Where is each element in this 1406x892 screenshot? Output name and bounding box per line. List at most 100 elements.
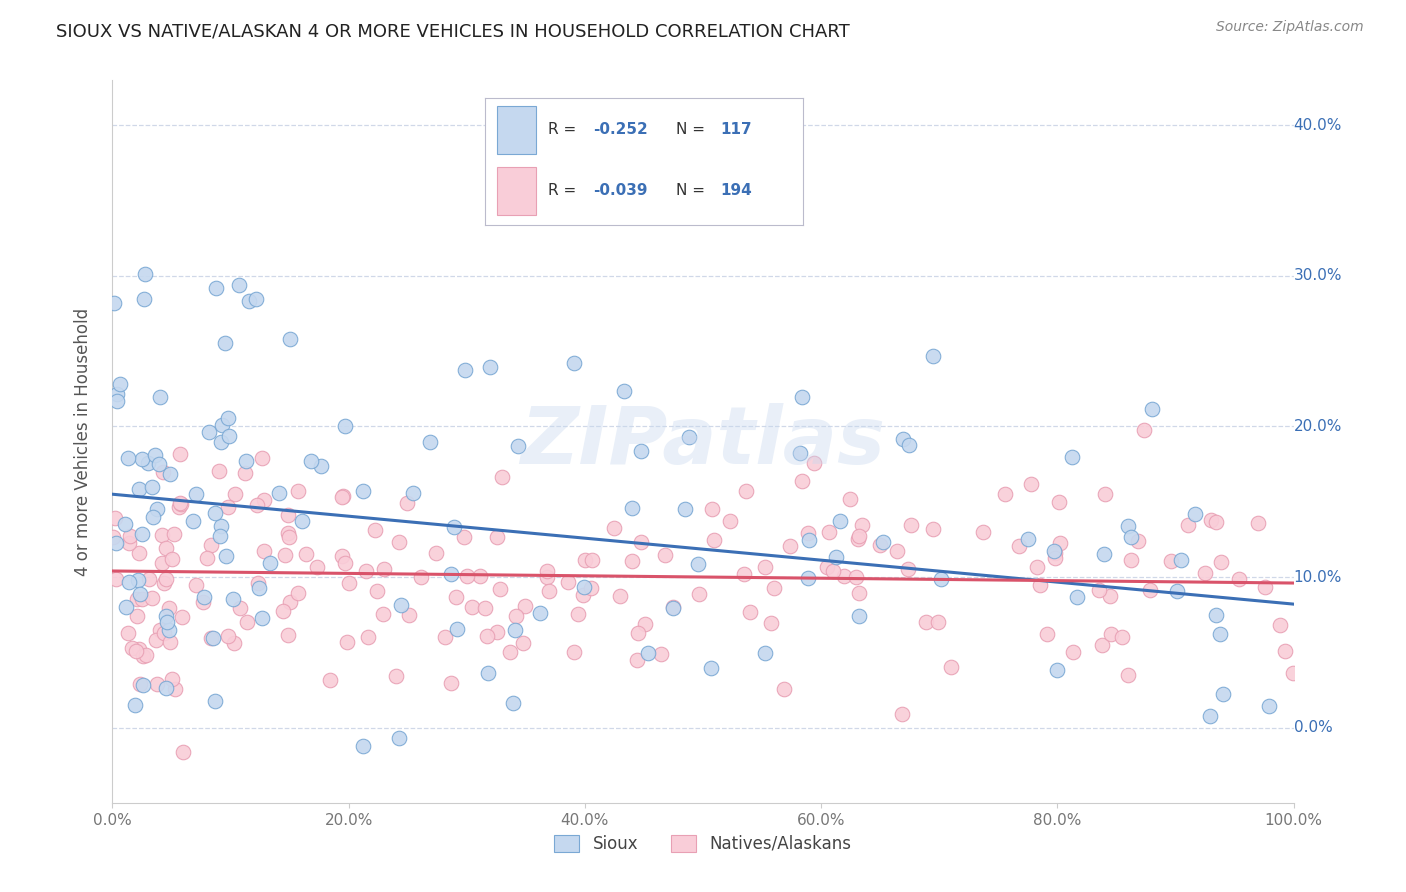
Point — [897, 562, 920, 576]
Point — [557, 575, 579, 590]
Point — [330, 549, 353, 563]
Point — [1116, 668, 1139, 682]
Point — [337, 575, 360, 590]
Point — [738, 605, 761, 619]
Point — [818, 525, 841, 540]
Point — [891, 432, 914, 446]
Point — [121, 641, 143, 656]
Point — [537, 584, 560, 599]
Point — [419, 434, 441, 449]
Point — [214, 336, 236, 351]
Point — [1205, 607, 1227, 622]
Point — [972, 524, 994, 539]
Point — [637, 646, 659, 660]
Point — [686, 557, 709, 571]
Point — [733, 567, 755, 582]
Point — [209, 529, 232, 543]
Point — [153, 575, 176, 590]
Point — [157, 623, 180, 637]
Point — [396, 496, 419, 510]
Point — [246, 576, 269, 591]
Text: 40.0%: 40.0% — [1294, 118, 1341, 133]
Point — [890, 707, 912, 722]
Point — [434, 631, 457, 645]
Point — [621, 501, 644, 516]
Point — [754, 647, 776, 661]
Point — [141, 591, 163, 605]
Point — [135, 648, 157, 662]
Point — [851, 517, 873, 532]
Point — [259, 557, 281, 571]
Point — [489, 582, 512, 596]
Point — [1201, 513, 1223, 527]
Point — [579, 582, 602, 596]
Point — [486, 530, 509, 544]
Point — [114, 516, 136, 531]
Point — [274, 548, 297, 562]
Point — [1133, 423, 1156, 437]
Point — [1049, 536, 1071, 550]
Point — [159, 467, 181, 481]
Point — [529, 606, 551, 620]
Point — [222, 636, 245, 650]
Point — [388, 731, 411, 745]
Point — [131, 592, 153, 607]
Point — [128, 642, 150, 657]
Point — [1046, 663, 1069, 677]
Point — [1119, 553, 1142, 567]
Point — [536, 570, 558, 584]
Point — [373, 562, 395, 576]
Point — [1208, 627, 1230, 641]
Point — [718, 514, 741, 528]
Point — [301, 454, 323, 468]
Point — [330, 490, 353, 504]
Point — [491, 470, 513, 484]
Point — [512, 636, 534, 650]
Point — [352, 739, 374, 753]
Point — [626, 626, 648, 640]
Point — [789, 445, 811, 459]
Point — [1170, 552, 1192, 566]
Point — [252, 611, 274, 625]
Point — [278, 595, 301, 609]
Point — [574, 580, 596, 594]
Point — [1026, 559, 1049, 574]
Point — [1142, 402, 1164, 417]
Point — [630, 535, 652, 549]
Point — [654, 548, 676, 562]
Point — [129, 587, 152, 601]
Point — [149, 623, 172, 637]
Point — [630, 443, 652, 458]
Point — [218, 429, 240, 443]
Point — [163, 527, 186, 541]
Point — [411, 570, 433, 584]
Point — [846, 532, 869, 546]
Point — [118, 529, 141, 543]
Point — [209, 435, 232, 450]
Point — [1121, 530, 1143, 544]
Point — [366, 583, 388, 598]
Point — [1194, 566, 1216, 581]
Point — [830, 514, 852, 528]
Point — [1227, 572, 1250, 586]
Point — [295, 547, 318, 561]
Point — [309, 459, 332, 474]
Point — [929, 573, 952, 587]
Point — [129, 677, 152, 691]
Point — [228, 277, 250, 292]
Point — [1035, 627, 1057, 641]
Point — [486, 624, 509, 639]
Text: SIOUX VS NATIVE/ALASKAN 4 OR MORE VEHICLES IN HOUSEHOLD CORRELATION CHART: SIOUX VS NATIVE/ALASKAN 4 OR MORE VEHICL… — [56, 22, 851, 40]
Text: 10.0%: 10.0% — [1294, 569, 1341, 584]
Point — [217, 411, 239, 425]
Point — [215, 549, 238, 564]
Point — [105, 393, 128, 408]
Point — [105, 572, 128, 586]
Point — [155, 681, 177, 696]
Point — [136, 456, 159, 470]
Point — [815, 560, 838, 574]
Point — [848, 529, 870, 543]
Point — [477, 666, 499, 681]
Point — [287, 586, 309, 600]
Point — [357, 630, 380, 644]
